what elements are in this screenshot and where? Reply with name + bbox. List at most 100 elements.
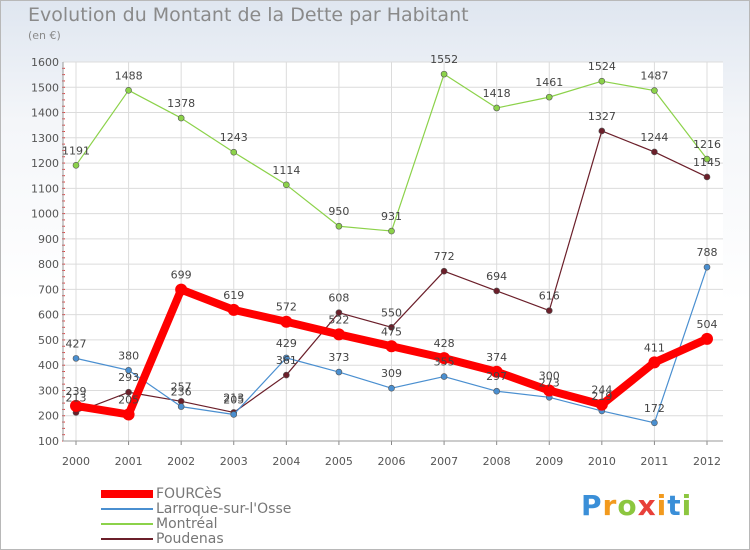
x-tick-label: 2010 (588, 455, 616, 468)
legend-label: Montréal (156, 516, 218, 532)
data-point (335, 309, 343, 316)
data-label: 1378 (167, 97, 195, 110)
data-label: 219 (591, 390, 612, 403)
data-label: 572 (276, 301, 297, 314)
plot-area (63, 62, 723, 441)
data-point (493, 287, 500, 295)
data-point (125, 86, 132, 94)
data-point (72, 162, 80, 169)
data-point (545, 307, 553, 314)
data-point (440, 267, 448, 275)
data-label: 1191 (62, 144, 90, 157)
data-label: 172 (644, 402, 665, 415)
data-label: 1488 (115, 69, 143, 82)
data-point (598, 127, 606, 135)
y-tick-label: 1500 (31, 81, 59, 94)
data-label: 616 (539, 290, 560, 303)
data-point (701, 332, 713, 345)
x-tick-label: 2000 (62, 455, 90, 468)
y-tick-label: 600 (38, 309, 59, 322)
x-tick-label: 2007 (430, 455, 458, 468)
chart-title: Evolution du Montant de la Dette par Hab… (28, 4, 469, 26)
data-point (438, 352, 451, 365)
data-point (651, 87, 658, 94)
x-tick-label: 2006 (378, 455, 406, 468)
proxiti-logo: Proxiti (581, 489, 693, 522)
data-label: 950 (328, 205, 349, 218)
data-label: 380 (118, 349, 139, 362)
x-tick-label: 2002 (167, 455, 195, 468)
data-label: 300 (539, 369, 560, 382)
data-label: 239 (66, 385, 87, 398)
data-label: 1145 (693, 156, 721, 169)
data-label: 428 (434, 337, 455, 350)
y-tick-label: 200 (38, 410, 59, 423)
data-point (385, 340, 398, 353)
data-label: 504 (697, 318, 718, 331)
data-label: 1418 (483, 87, 511, 100)
data-point (283, 181, 290, 189)
data-point (598, 77, 606, 85)
data-point (545, 93, 553, 101)
data-point (125, 366, 132, 374)
data-point (493, 104, 500, 112)
y-tick-label: 1300 (31, 132, 59, 145)
data-label: 355 (434, 356, 455, 369)
legend-swatch (101, 523, 153, 525)
data-point (230, 148, 238, 156)
y-tick-label: 1400 (31, 107, 59, 120)
y-tick-label: 900 (38, 233, 59, 246)
data-point (388, 323, 395, 331)
x-tick-label: 2004 (272, 455, 300, 468)
data-point (493, 387, 500, 395)
data-point (177, 403, 185, 410)
data-label: 205 (223, 393, 244, 406)
data-label: 608 (328, 292, 349, 305)
data-label: 213 (223, 391, 244, 404)
legend-label: FOURCèS (156, 486, 222, 502)
data-label: 361 (276, 354, 297, 367)
y-tick-label: 400 (38, 359, 59, 372)
data-label: 429 (276, 337, 297, 350)
data-label: 550 (381, 306, 402, 319)
x-tick-label: 2011 (640, 455, 668, 468)
legend-label: Larroque-sur-l'Osse (156, 501, 292, 517)
data-label: 619 (223, 289, 244, 302)
data-point (440, 373, 448, 380)
data-label: 427 (66, 337, 87, 350)
data-point (543, 384, 556, 397)
data-point (648, 356, 661, 369)
data-label: 694 (486, 270, 507, 283)
data-point (227, 303, 240, 316)
x-tick-label: 2012 (693, 455, 721, 468)
data-point (280, 315, 293, 328)
data-point (335, 222, 343, 230)
legend-label: Poudenas (156, 531, 224, 547)
x-tick-label: 2003 (220, 455, 248, 468)
data-label: 411 (644, 341, 665, 354)
data-point (175, 283, 188, 296)
data-label: 772 (434, 250, 455, 263)
data-label: 213 (66, 391, 87, 404)
data-label: 293 (118, 371, 139, 384)
data-label: 788 (697, 246, 718, 259)
data-point (283, 371, 290, 379)
data-point (70, 399, 82, 412)
legend-swatch (101, 490, 153, 498)
data-label: 373 (328, 351, 349, 364)
data-point (335, 368, 343, 376)
data-label: 1244 (640, 131, 668, 144)
x-tick-label: 2009 (535, 455, 563, 468)
x-tick-label: 2008 (483, 455, 511, 468)
y-tick-label: 300 (38, 384, 59, 397)
data-label: 244 (591, 384, 612, 397)
data-label: 1461 (535, 76, 563, 89)
data-point (703, 263, 711, 271)
data-point (230, 411, 238, 418)
data-label: 236 (171, 386, 192, 399)
data-point (122, 408, 135, 421)
x-tick-label: 2005 (325, 455, 353, 468)
data-label: 699 (171, 269, 192, 282)
